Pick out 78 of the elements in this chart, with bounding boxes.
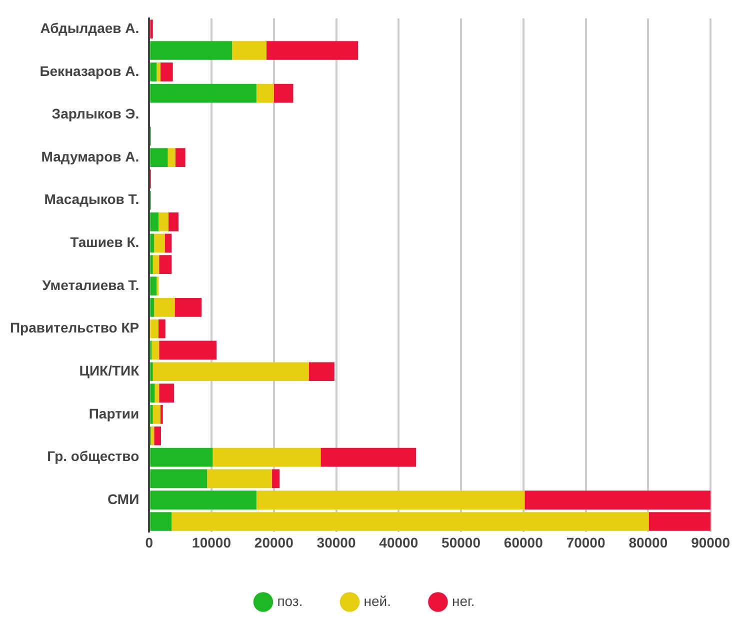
bar	[150, 148, 168, 167]
bar	[154, 384, 160, 402]
bar	[150, 405, 153, 424]
legend-label: поз.	[277, 592, 303, 609]
bar	[151, 426, 154, 446]
x-tick-label: 40000	[379, 534, 418, 550]
bar	[524, 490, 711, 510]
y-tick-label: ЦИК/ТИК	[79, 362, 140, 378]
x-tick-label: 60000	[504, 534, 544, 550]
bar	[150, 469, 208, 488]
bar	[256, 490, 525, 510]
bar	[207, 469, 272, 488]
y-tick-label: Зарлыков Э.	[52, 106, 140, 122]
x-tick-label: 90000	[691, 534, 730, 550]
bar	[158, 319, 166, 338]
bar	[168, 212, 178, 232]
bar	[152, 340, 160, 360]
y-tick-label: Бекназаров А.	[40, 62, 140, 79]
bar	[175, 148, 186, 167]
bar	[256, 84, 274, 103]
bar	[152, 405, 160, 424]
bar	[150, 41, 232, 60]
bar	[320, 448, 416, 467]
bar	[648, 512, 711, 531]
bar	[164, 234, 172, 253]
y-tick-label: Абдылдаев А.	[40, 20, 140, 36]
legend-label: нег.	[452, 592, 475, 609]
x-tick-label: 30000	[316, 534, 356, 550]
bar	[308, 362, 334, 382]
bar	[156, 62, 160, 82]
y-tick-label: Партии	[88, 405, 140, 422]
bar	[150, 319, 158, 338]
bar	[150, 490, 256, 510]
x-tick-label: 20000	[254, 534, 294, 550]
bar	[150, 20, 153, 39]
bar	[150, 512, 172, 531]
bar	[274, 84, 294, 103]
x-tick-label: 70000	[566, 534, 606, 550]
bar	[174, 298, 202, 317]
bar	[150, 62, 157, 82]
x-tick-label: 0	[145, 534, 154, 550]
bar	[154, 426, 161, 446]
bar	[159, 340, 217, 360]
bar	[150, 276, 157, 296]
bar	[154, 234, 165, 253]
bar	[152, 362, 309, 382]
bar	[152, 255, 160, 274]
bar	[160, 405, 163, 424]
bar	[150, 84, 256, 103]
bar	[159, 255, 172, 274]
y-tick-label: Правительство КР	[10, 320, 140, 336]
y-tick-label: Ташиев К.	[70, 234, 140, 250]
bar	[150, 298, 154, 317]
y-tick-label: Мадумаров А.	[41, 148, 140, 164]
bar	[172, 512, 649, 531]
bar	[232, 41, 266, 60]
bar	[158, 212, 168, 232]
y-tick-label: Масадыков Т.	[44, 191, 140, 208]
y-tick-label: Гр. общество	[47, 448, 140, 464]
x-tick-label: 50000	[442, 534, 481, 550]
bar	[159, 384, 174, 402]
bar	[150, 212, 158, 232]
bar	[150, 255, 153, 274]
bar	[150, 362, 153, 382]
bar	[266, 41, 358, 60]
x-tick-label: 10000	[192, 534, 232, 550]
bar	[150, 384, 155, 402]
bar	[150, 448, 213, 467]
y-tick-label: СМИ	[107, 490, 140, 507]
bar	[212, 448, 321, 467]
bar	[272, 469, 280, 488]
legend-label: ней.	[364, 592, 391, 609]
x-tick-label: 80000	[628, 534, 668, 550]
bar	[168, 148, 176, 167]
bar	[150, 234, 154, 253]
bar	[160, 62, 173, 82]
bar	[154, 298, 175, 317]
y-tick-label: Уметалиева Т.	[42, 276, 140, 293]
